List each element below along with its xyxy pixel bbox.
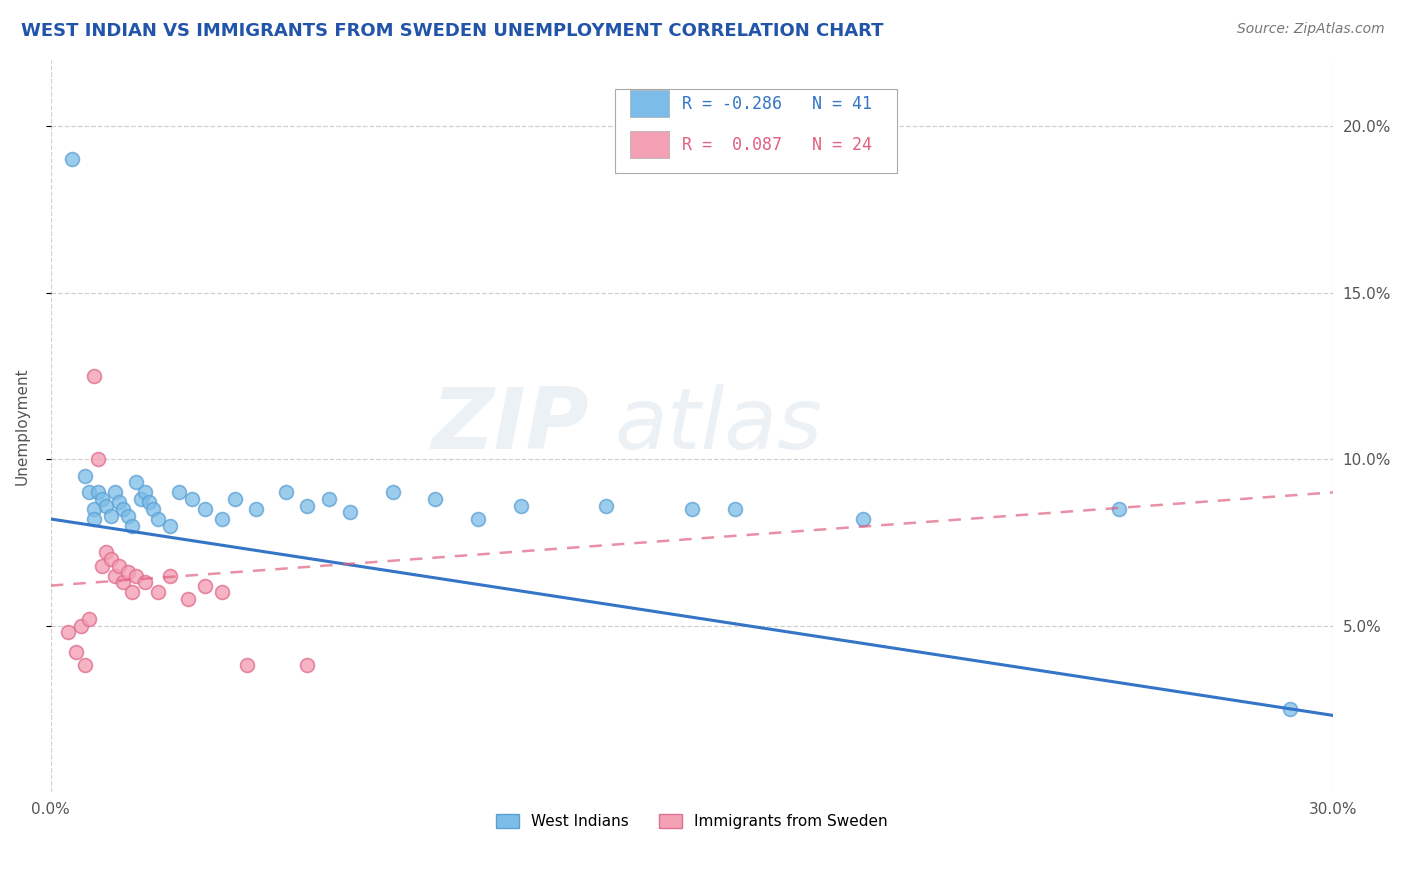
Point xyxy=(112,575,135,590)
Point xyxy=(125,475,148,490)
Point xyxy=(56,625,79,640)
Point xyxy=(146,512,169,526)
Point xyxy=(425,491,447,506)
Point xyxy=(146,585,169,599)
Point xyxy=(121,585,143,599)
Point xyxy=(167,485,190,500)
Point xyxy=(134,485,156,500)
Point xyxy=(194,502,217,516)
Point xyxy=(100,508,122,523)
Point xyxy=(159,568,181,582)
Point xyxy=(91,558,114,573)
Point xyxy=(142,502,165,516)
Y-axis label: Unemployment: Unemployment xyxy=(15,367,30,484)
Point xyxy=(1108,502,1130,516)
Point xyxy=(108,558,131,573)
Point xyxy=(96,545,118,559)
Text: R = -0.286   N = 41: R = -0.286 N = 41 xyxy=(682,95,872,112)
Point xyxy=(125,568,148,582)
Point xyxy=(595,499,617,513)
Point xyxy=(194,578,217,592)
Point xyxy=(274,485,297,500)
Point xyxy=(69,618,91,632)
Point xyxy=(60,153,83,167)
Point xyxy=(1279,702,1302,716)
Point xyxy=(467,512,489,526)
Point xyxy=(852,512,875,526)
Point xyxy=(245,502,267,516)
Point xyxy=(129,491,152,506)
Point xyxy=(104,485,127,500)
Point xyxy=(297,499,319,513)
Point xyxy=(83,512,105,526)
FancyBboxPatch shape xyxy=(630,89,669,118)
Point xyxy=(87,452,110,467)
Point xyxy=(138,495,160,509)
Point xyxy=(121,518,143,533)
Point xyxy=(73,658,96,673)
Point xyxy=(96,499,118,513)
Point xyxy=(681,502,703,516)
Point xyxy=(79,485,101,500)
Point xyxy=(381,485,404,500)
Text: WEST INDIAN VS IMMIGRANTS FROM SWEDEN UNEMPLOYMENT CORRELATION CHART: WEST INDIAN VS IMMIGRANTS FROM SWEDEN UN… xyxy=(21,22,883,40)
Point xyxy=(297,658,319,673)
Point xyxy=(224,491,246,506)
FancyBboxPatch shape xyxy=(614,89,897,173)
Legend: West Indians, Immigrants from Sweden: West Indians, Immigrants from Sweden xyxy=(489,808,894,836)
Text: atlas: atlas xyxy=(614,384,823,467)
Point xyxy=(65,645,87,659)
Point xyxy=(112,502,135,516)
Text: Source: ZipAtlas.com: Source: ZipAtlas.com xyxy=(1237,22,1385,37)
Point xyxy=(91,491,114,506)
Point xyxy=(83,368,105,383)
Point xyxy=(510,499,533,513)
Point xyxy=(87,485,110,500)
Text: R =  0.087   N = 24: R = 0.087 N = 24 xyxy=(682,136,872,153)
Text: ZIP: ZIP xyxy=(432,384,589,467)
Point xyxy=(79,612,101,626)
Point xyxy=(100,552,122,566)
Point xyxy=(236,658,259,673)
Point xyxy=(134,575,156,590)
Point xyxy=(73,468,96,483)
Point xyxy=(104,568,127,582)
Point xyxy=(176,591,198,606)
Point xyxy=(117,508,139,523)
Point xyxy=(83,502,105,516)
Point xyxy=(318,491,340,506)
Point xyxy=(211,512,233,526)
Point xyxy=(723,502,745,516)
Point xyxy=(339,505,361,519)
Point xyxy=(211,585,233,599)
FancyBboxPatch shape xyxy=(630,130,669,159)
Point xyxy=(180,491,202,506)
Point xyxy=(108,495,131,509)
Point xyxy=(159,518,181,533)
Point xyxy=(117,566,139,580)
